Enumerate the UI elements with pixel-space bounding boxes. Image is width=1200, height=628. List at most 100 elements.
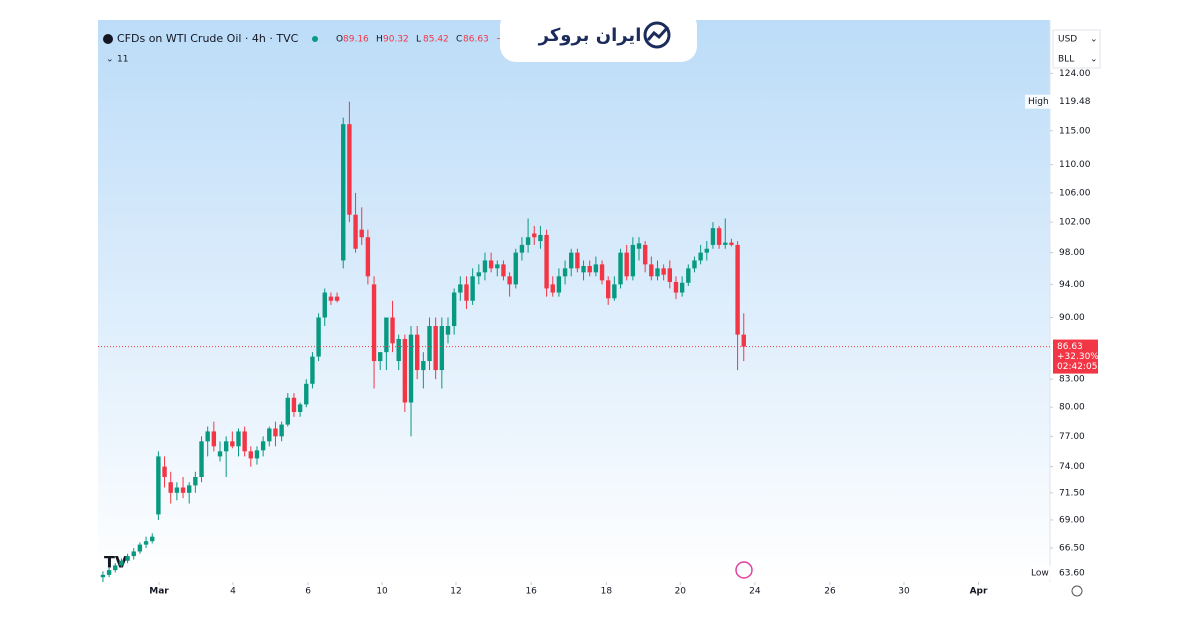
candle-body: [605, 280, 611, 299]
legend-value: 90.32: [383, 35, 409, 45]
candle-body: [519, 244, 525, 253]
candle-body: [365, 237, 371, 277]
candle-body: [334, 296, 340, 301]
candle-body: [470, 276, 475, 301]
candle-body: [310, 356, 315, 384]
candle-body: [106, 570, 112, 575]
candle-body: [476, 272, 481, 277]
candle-body: [285, 397, 290, 425]
candle-body: [525, 237, 531, 245]
x-tick-label: 4: [230, 587, 236, 597]
candle-body: [242, 431, 247, 452]
candle-body: [421, 361, 426, 371]
candle-body: [199, 441, 204, 477]
settings-icon[interactable]: [1071, 585, 1083, 597]
low-label: Low: [1031, 569, 1049, 579]
candle-body: [322, 292, 327, 318]
symbol-icon: [103, 34, 113, 44]
candle-body: [304, 383, 309, 405]
x-tick-label: 20: [675, 587, 687, 597]
last-price: 86.63: [1057, 342, 1083, 352]
candle-body: [741, 334, 746, 347]
candle-body: [655, 268, 660, 277]
candle-body: [716, 228, 722, 245]
legend-key: C: [456, 35, 462, 45]
candle-body: [267, 428, 272, 442]
candle-body: [279, 424, 284, 437]
candle-body: [495, 264, 500, 269]
candle-body: [119, 560, 124, 566]
currency[interactable]: USD: [1058, 35, 1077, 45]
candle-body: [618, 252, 623, 285]
y-tick-label: 71.50: [1059, 488, 1085, 498]
y-tick-label: 124.00: [1059, 69, 1091, 79]
unit[interactable]: BLL: [1058, 55, 1074, 65]
candle-body: [143, 541, 149, 545]
y-tick-label: 115.00: [1059, 126, 1091, 136]
y-tick-label: 106.00: [1059, 188, 1091, 198]
candle-body: [575, 252, 580, 269]
candle-body: [686, 268, 691, 283]
x-tick-label: 26: [824, 587, 836, 597]
candle-body: [692, 260, 697, 269]
candle-body: [371, 284, 377, 362]
candle-body: [230, 441, 235, 447]
candle-body: [390, 317, 395, 344]
candle-body: [193, 476, 198, 486]
candle-body: [427, 326, 432, 362]
candle-body: [162, 466, 167, 477]
candle-body: [205, 431, 210, 442]
chart-title: CFDs on WTI Crude Oil · 4h · TVC: [117, 32, 299, 45]
candle-body: [402, 338, 408, 403]
dropdown-arrow[interactable]: ⌄: [1090, 35, 1098, 45]
legend-value: 86.63: [463, 35, 489, 45]
candle-body: [439, 326, 445, 371]
candle-body: [562, 268, 568, 277]
candle-body: [156, 456, 161, 515]
candle-body: [507, 276, 512, 285]
high-label: High: [1028, 97, 1049, 107]
candle-body: [723, 242, 728, 245]
candle-body: [180, 487, 186, 493]
candle-body: [384, 317, 389, 353]
x-tick-label: 10: [376, 587, 388, 597]
status-dot: [312, 36, 318, 42]
unit-box[interactable]: [1052, 29, 1101, 69]
candle-body: [612, 284, 617, 299]
collapse-arrow[interactable]: ⌄: [106, 55, 114, 65]
candle-body: [131, 551, 136, 557]
candle-body: [451, 292, 457, 327]
y-tick-label: 90.00: [1059, 313, 1085, 323]
candle-body: [550, 284, 555, 293]
candle-body: [445, 326, 451, 335]
candle-body: [113, 565, 118, 571]
dropdown-arrow[interactable]: ⌄: [1090, 55, 1098, 65]
candle-body: [378, 352, 383, 362]
candle-body: [501, 264, 506, 277]
candle-body: [396, 338, 401, 362]
candle-body: [556, 276, 562, 293]
candle-body: [464, 284, 469, 301]
legend-key: L: [416, 35, 421, 45]
y-tick-label: 102.00: [1059, 218, 1091, 228]
event-icon[interactable]: [735, 561, 753, 579]
candle-body: [347, 124, 352, 215]
brand-logo-arrow: [646, 25, 670, 41]
y-tick-label: 74.00: [1059, 462, 1085, 472]
y-tick-label: 66.50: [1059, 544, 1085, 554]
candle-body: [482, 260, 488, 273]
indicator-count[interactable]: 11: [117, 55, 128, 65]
high-value: 119.48: [1059, 97, 1091, 107]
candle-body: [679, 282, 685, 293]
candle-body: [544, 234, 549, 289]
x-tick-label: 12: [450, 587, 461, 597]
candle-body: [433, 326, 438, 371]
candle-body: [236, 431, 241, 447]
candle-body: [710, 228, 716, 245]
candle-body: [414, 334, 420, 371]
candle-body: [408, 334, 414, 403]
candle-body: [729, 242, 734, 245]
candle-body: [150, 536, 155, 542]
x-tick-label: 16: [525, 587, 537, 597]
candle-body: [254, 450, 260, 459]
